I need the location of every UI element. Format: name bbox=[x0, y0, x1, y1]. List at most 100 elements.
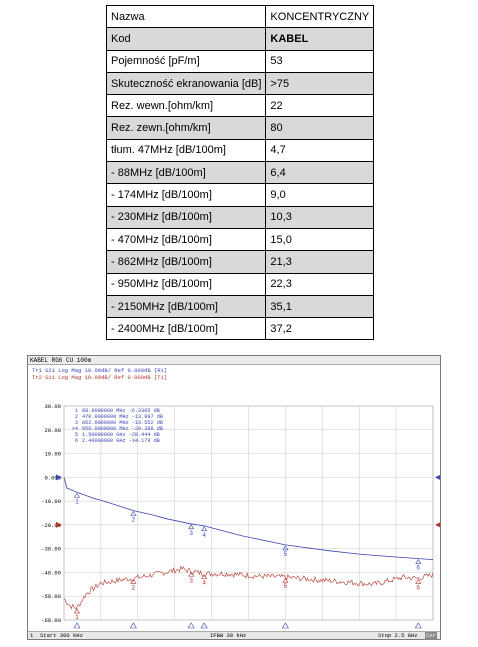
spec-value: 80 bbox=[265, 116, 375, 140]
marker-axis-triangle bbox=[281, 622, 289, 629]
y-tick-label: 30.00 bbox=[44, 403, 61, 410]
ref-marker-right-tr1 bbox=[435, 474, 440, 480]
spec-value: 10,3 bbox=[265, 205, 375, 229]
analyzer-status-bar: 1 Start 300 kHz IFBW 30 kHz Stop 2.5 GHz… bbox=[28, 631, 440, 640]
spec-value: 4,7 bbox=[265, 138, 375, 163]
status-channel: 1 bbox=[30, 632, 34, 639]
spec-key: - 88MHz [dB/100m] bbox=[105, 161, 267, 185]
marker-s21-label: 3 bbox=[189, 530, 193, 537]
marker-axis-triangle bbox=[414, 622, 422, 629]
spec-key: - 470MHz [dB/100m] bbox=[105, 227, 267, 252]
trace-s11-line bbox=[63, 565, 434, 610]
marker-s11-triangle bbox=[73, 608, 80, 614]
spec-row: Skuteczność ekranowania [dB] >75 bbox=[105, 71, 375, 96]
marker-axis-triangle bbox=[187, 622, 195, 629]
marker-s11-triangle bbox=[201, 574, 208, 579]
spec-value: 21,3 bbox=[265, 250, 375, 274]
spec-key: - 2150MHz [dB/100m] bbox=[105, 294, 267, 319]
spec-row: Pojemność [pF/m] 53 bbox=[105, 49, 375, 73]
marker-readout-number: 1 bbox=[75, 408, 78, 414]
marker-readout-value: 470.0000000 MHz -13.997 dB bbox=[82, 414, 163, 420]
marker-s21-triangle bbox=[282, 545, 289, 551]
spec-key: Nazwa bbox=[105, 4, 267, 29]
marker-s21-triangle bbox=[415, 559, 422, 564]
spec-value: 22 bbox=[265, 94, 375, 118]
spec-row: - 470MHz [dB/100m] 15,0 bbox=[105, 227, 375, 252]
cable-spec-table: Nazwa KONCENTRYCZNY Kod KABEL Pojemność [pF/… bbox=[105, 4, 375, 341]
y-tick-label: 20.00 bbox=[44, 427, 61, 434]
marker-s11-label: 4 bbox=[202, 580, 206, 587]
spec-row: Kod KABEL bbox=[105, 27, 375, 51]
marker-axis-triangle bbox=[129, 622, 137, 629]
ref-marker-left-tr1 bbox=[56, 474, 62, 481]
marker-s21-triangle bbox=[201, 526, 208, 532]
spec-value: 53 bbox=[265, 49, 375, 73]
spec-key: Pojemność [pF/m] bbox=[105, 49, 267, 73]
marker-s11-label: 5 bbox=[284, 583, 288, 590]
marker-readout-value: 862.0000000 MHz -19.552 dB bbox=[82, 420, 163, 426]
y-tick-label: 0.000 bbox=[44, 474, 61, 481]
marker-readout-value: 1.50000000 GHz -28.444 dB bbox=[82, 432, 160, 438]
spec-value: 37,2 bbox=[265, 317, 375, 341]
analyzer-plot: 30.00 20.00 10.00 0.000 -10.00 -20.00 -30.00 -4… bbox=[32, 367, 440, 629]
spec-key: - 862MHz [dB/100m] bbox=[105, 250, 267, 274]
marker-s11-triangle bbox=[415, 578, 422, 584]
status-cor-badge: Cor bbox=[425, 632, 437, 640]
y-tick-label: -40.00 bbox=[41, 569, 61, 576]
ref-marker-left-tr2 bbox=[56, 521, 62, 528]
spec-value: 22,3 bbox=[265, 272, 375, 296]
spec-row: - 862MHz [dB/100m] 21,3 bbox=[105, 250, 375, 274]
cable-spec-table-body: Nazwa KONCENTRYCZNY Kod KABEL Pojemność [pF/… bbox=[105, 4, 375, 341]
trace2-settings-text: S11 Log Mag 10.00dB/ Ref 0.000dB [T1] bbox=[45, 374, 167, 381]
status-start: Start 300 kHz bbox=[40, 632, 83, 639]
trace1-settings-text: S21 Log Mag 10.00dB/ Ref 0.000dB [R1] bbox=[45, 367, 167, 374]
trace1-label: Tr1 bbox=[32, 367, 43, 374]
spec-row: - 2150MHz [dB/100m] 35,1 bbox=[105, 294, 375, 319]
y-tick-label: -60.00 bbox=[41, 617, 61, 624]
trace2-label: Tr2 bbox=[32, 374, 42, 381]
spec-row: Nazwa KONCENTRYCZNY bbox=[105, 4, 375, 29]
spec-value: KONCENTRYCZNY bbox=[265, 4, 375, 29]
y-tick-label: -20.00 bbox=[41, 522, 61, 529]
marker-s21-triangle bbox=[73, 492, 80, 498]
spec-row: tłum. 47MHz [dB/100m] 4,7 bbox=[105, 138, 375, 163]
spec-value: 35,1 bbox=[265, 294, 375, 319]
y-tick-label: -10.00 bbox=[41, 498, 61, 505]
marker-readout-value: 950.0000000 MHz -20.388 dB bbox=[82, 426, 163, 432]
spec-key: Kod bbox=[105, 27, 267, 51]
spec-key: Rez. zewn.[ohm/km] bbox=[105, 116, 267, 140]
status-stop: Stop 2.5 GHz bbox=[378, 632, 418, 639]
marker-s11-label: 3 bbox=[189, 577, 193, 584]
marker-readout-value: 88.0000000 MHz -6.3305 dB bbox=[82, 408, 160, 414]
marker-s11-triangle bbox=[282, 577, 289, 583]
marker-s21-label: 1 bbox=[75, 498, 79, 505]
marker-s11-label: 2 bbox=[132, 584, 136, 591]
analyzer-title: KABEL RG6 CU 100m bbox=[28, 356, 440, 365]
spec-row: Rez. wewn.[ohm/km] 22 bbox=[105, 94, 375, 118]
marker-readout-value: 2.40000000 GHz -34.179 dB bbox=[82, 438, 160, 444]
spec-row: Rez. zewn.[ohm/km] 80 bbox=[105, 116, 375, 140]
spec-key: Skuteczność ekranowania [dB] bbox=[105, 71, 267, 96]
marker-readout-number: >4 bbox=[72, 426, 78, 432]
marker-readout-number: 6 bbox=[75, 438, 78, 444]
spec-key: - 230MHz [dB/100m] bbox=[105, 205, 267, 229]
spec-row: - 88MHz [dB/100m] 6,4 bbox=[105, 161, 375, 185]
y-tick-label: -30.00 bbox=[41, 546, 61, 553]
spec-row: - 174MHz [dB/100m] 9,0 bbox=[105, 183, 375, 207]
marker-s11-triangle bbox=[130, 578, 137, 584]
marker-s21-label: 2 bbox=[132, 517, 136, 524]
y-tick-label: 10.00 bbox=[44, 451, 61, 458]
spec-value: 9,0 bbox=[265, 183, 375, 207]
marker-s21-triangle bbox=[130, 511, 137, 516]
status-ifbw: IFBW 30 kHz bbox=[210, 632, 247, 639]
spec-value: KABEL bbox=[265, 27, 375, 51]
trace-s21-line bbox=[63, 477, 434, 561]
spec-value: 15,0 bbox=[265, 227, 375, 252]
ref-marker-right-tr2 bbox=[435, 522, 440, 528]
spec-row: - 2400MHz [dB/100m] 37,2 bbox=[105, 317, 375, 341]
network-analyzer-screenshot: 30.00 20.00 10.00 0.000 -10.00 -20.00 -30.00 -4… bbox=[27, 355, 441, 640]
marker-readout-number: 5 bbox=[75, 432, 78, 438]
marker-s11-label: 6 bbox=[416, 584, 420, 591]
marker-s21-triangle bbox=[188, 524, 195, 530]
marker-s11-triangle bbox=[188, 571, 195, 577]
